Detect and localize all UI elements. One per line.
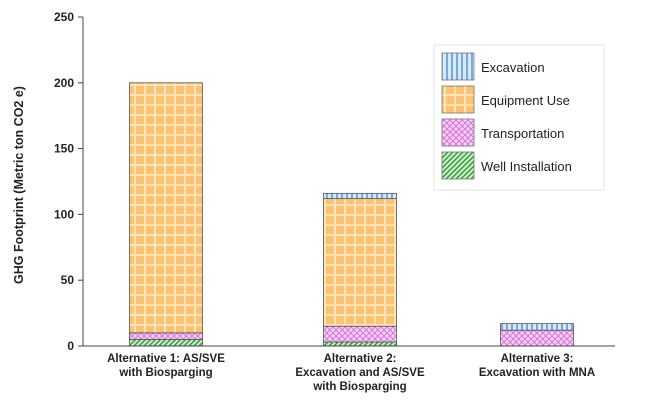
x-category-label: Alternative 3: <box>501 353 574 365</box>
bar-segment-equipment-use <box>129 82 203 334</box>
bars <box>129 82 574 347</box>
y-tick-label: 0 <box>67 339 74 353</box>
bar-segment-equipment-use <box>323 198 397 327</box>
y-ticks: 0 50 100 150 200 250 <box>54 10 83 353</box>
bar-segment-transportation <box>129 332 203 340</box>
legend-swatch-equipment-use <box>441 85 475 114</box>
legend-label: Well Installation <box>481 159 572 174</box>
y-tick-label: 250 <box>54 10 74 24</box>
x-category-label: with Biosparging <box>312 381 406 393</box>
legend-label: Transportation <box>481 126 564 141</box>
y-tick-label: 50 <box>61 273 75 287</box>
legend-swatch-excavation <box>441 52 475 81</box>
x-category-label: with Biosparging <box>118 367 212 379</box>
y-tick-label: 100 <box>54 207 74 221</box>
bar-segment-well-installation <box>323 341 397 347</box>
legend-label: Equipment Use <box>481 93 570 108</box>
legend-label: Excavation <box>481 60 545 75</box>
x-labels: Alternative 1: AS/SVE with Biosparging Alt… <box>107 353 595 393</box>
y-tick-label: 150 <box>54 142 74 156</box>
legend-swatch-well-installation <box>441 151 475 180</box>
x-category-label: Alternative 1: AS/SVE <box>107 353 225 365</box>
bar-segment-transportation <box>323 325 397 343</box>
y-axis-title: GHG Footprint (Metric ton CO2 e) <box>12 86 26 284</box>
legend-swatch-transportation <box>441 118 475 147</box>
y-axis-title-group: GHG Footprint (Metric ton CO2 e) <box>12 86 26 284</box>
x-category-label: Excavation and AS/SVE <box>295 367 425 379</box>
x-category-label: Alternative 2: <box>324 353 397 365</box>
bar-segment-transportation <box>500 329 574 347</box>
x-category-label: Excavation with MNA <box>479 367 595 379</box>
y-tick-label: 200 <box>54 76 74 90</box>
bar-segment-well-installation <box>129 339 203 347</box>
legend: Excavation Equipment Use Transportation Wel… <box>433 44 605 191</box>
bar-segment-excavation <box>500 323 574 331</box>
bar-segment-excavation <box>323 192 397 200</box>
